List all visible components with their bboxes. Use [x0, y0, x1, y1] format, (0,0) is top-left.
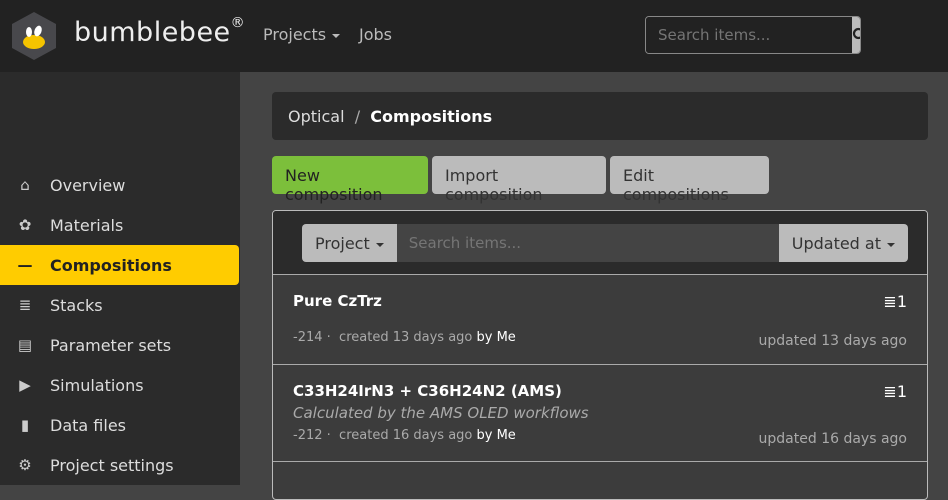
sidebar-item-label: Compositions	[50, 255, 172, 275]
item-meta: -214 · created 13 days ago by Me	[293, 330, 516, 345]
sidebar-item-simulations[interactable]: ▶ Simulations	[0, 365, 239, 405]
minus-icon: —	[17, 256, 33, 274]
list-item[interactable]: C33H24IrN3 + C36H24N2 (AMS) ≣1 Calculate…	[273, 365, 927, 462]
item-title[interactable]: Pure CzTrz	[293, 292, 382, 310]
item-meta: -212 · created 16 days ago by Me	[293, 428, 516, 443]
layers-icon: ≣	[18, 296, 32, 314]
item-updated: updated 16 days ago	[758, 431, 907, 447]
search-icon	[852, 27, 860, 40]
layer-count-value: 1	[896, 382, 907, 401]
item-id: -212 ·	[293, 428, 331, 443]
list-search-input[interactable]	[396, 224, 779, 262]
sidebar-item-label: Overview	[50, 175, 126, 195]
sort-dropdown[interactable]: Updated at	[778, 224, 908, 262]
sidebar-item-compositions[interactable]: — Compositions	[0, 245, 239, 285]
project-filter-dropdown[interactable]: Project	[302, 224, 397, 262]
brand-text: bumblebee	[74, 17, 231, 48]
list-item[interactable]: Pure CzTrz ≣1 -214 · created 13 days ago…	[273, 275, 927, 365]
sidebar-item-label: Project settings	[50, 455, 174, 475]
sidebar-item-materials[interactable]: ✿ Materials	[0, 205, 239, 245]
sidebar-item-parameter-sets[interactable]: ▤ Parameter sets	[0, 325, 239, 365]
sidebar-item-label: Stacks	[50, 295, 103, 315]
caret-down-icon	[375, 242, 384, 247]
registered-mark: ®	[230, 15, 246, 31]
sidebar-item-project-settings[interactable]: ⚙ Project settings	[0, 445, 239, 485]
layer-count: ≣1	[883, 382, 907, 401]
brand-name[interactable]: bumblebee®	[74, 15, 246, 48]
filter-bar: Project Updated at	[273, 211, 927, 275]
search-button[interactable]	[852, 17, 860, 53]
top-navbar: bumblebee® Projects Jobs	[0, 0, 948, 72]
layer-count-value: 1	[896, 292, 907, 311]
sidebar: ⌂ Overview ✿ Materials — Compositions ≣ Stac…	[0, 72, 240, 485]
top-search	[645, 16, 861, 54]
item-created: created 16 days ago	[339, 428, 473, 443]
item-id: -214 ·	[293, 330, 331, 345]
sidebar-item-label: Materials	[50, 215, 124, 235]
nav-jobs[interactable]: Jobs	[359, 25, 392, 44]
item-description: Calculated by the AMS OLED workflows	[293, 404, 589, 422]
nav-projects-label: Projects	[263, 25, 327, 44]
sidebar-item-label: Data files	[50, 415, 126, 435]
item-author: by Me	[476, 428, 516, 443]
sidebar-item-label: Parameter sets	[50, 335, 172, 355]
breadcrumb: Optical / Compositions	[272, 92, 928, 140]
item-author: by Me	[476, 330, 516, 345]
atom-icon: ✿	[18, 216, 32, 234]
compositions-list: Project Updated at Pure CzTrz ≣1 -214 · …	[272, 210, 928, 500]
sidebar-item-label: Simulations	[50, 375, 144, 395]
breadcrumb-separator: /	[354, 107, 361, 126]
top-search-input[interactable]	[646, 17, 852, 53]
list-icon: ≣	[883, 292, 897, 311]
new-composition-button[interactable]: New composition	[272, 156, 428, 204]
edit-compositions-button[interactable]: Edit compositions	[610, 156, 769, 204]
list-icon: ≣	[883, 382, 897, 401]
item-created: created 13 days ago	[339, 330, 473, 345]
caret-down-icon	[332, 33, 341, 38]
document-icon: ▮	[20, 416, 30, 434]
layer-count: ≣1	[883, 292, 907, 311]
sidebar-item-data-files[interactable]: ▮ Data files	[0, 405, 239, 445]
home-icon: ⌂	[20, 176, 30, 194]
nav-projects[interactable]: Projects	[263, 25, 341, 44]
item-title[interactable]: C33H24IrN3 + C36H24N2 (AMS)	[293, 382, 562, 400]
item-updated: updated 13 days ago	[758, 333, 907, 349]
import-composition-button[interactable]: Import composition	[432, 156, 606, 204]
bumblebee-logo[interactable]	[12, 12, 56, 60]
gear-icon: ⚙	[18, 456, 32, 474]
play-icon: ▶	[19, 376, 31, 394]
caret-down-icon	[887, 242, 895, 247]
project-filter-label: Project	[315, 234, 370, 253]
sidebar-item-stacks[interactable]: ≣ Stacks	[0, 285, 239, 325]
sidebar-item-overview[interactable]: ⌂ Overview	[0, 165, 239, 205]
sort-label: Updated at	[791, 234, 881, 253]
file-icon: ▤	[17, 336, 33, 354]
breadcrumb-optical[interactable]: Optical	[288, 107, 345, 126]
breadcrumb-current: Compositions	[370, 107, 493, 126]
